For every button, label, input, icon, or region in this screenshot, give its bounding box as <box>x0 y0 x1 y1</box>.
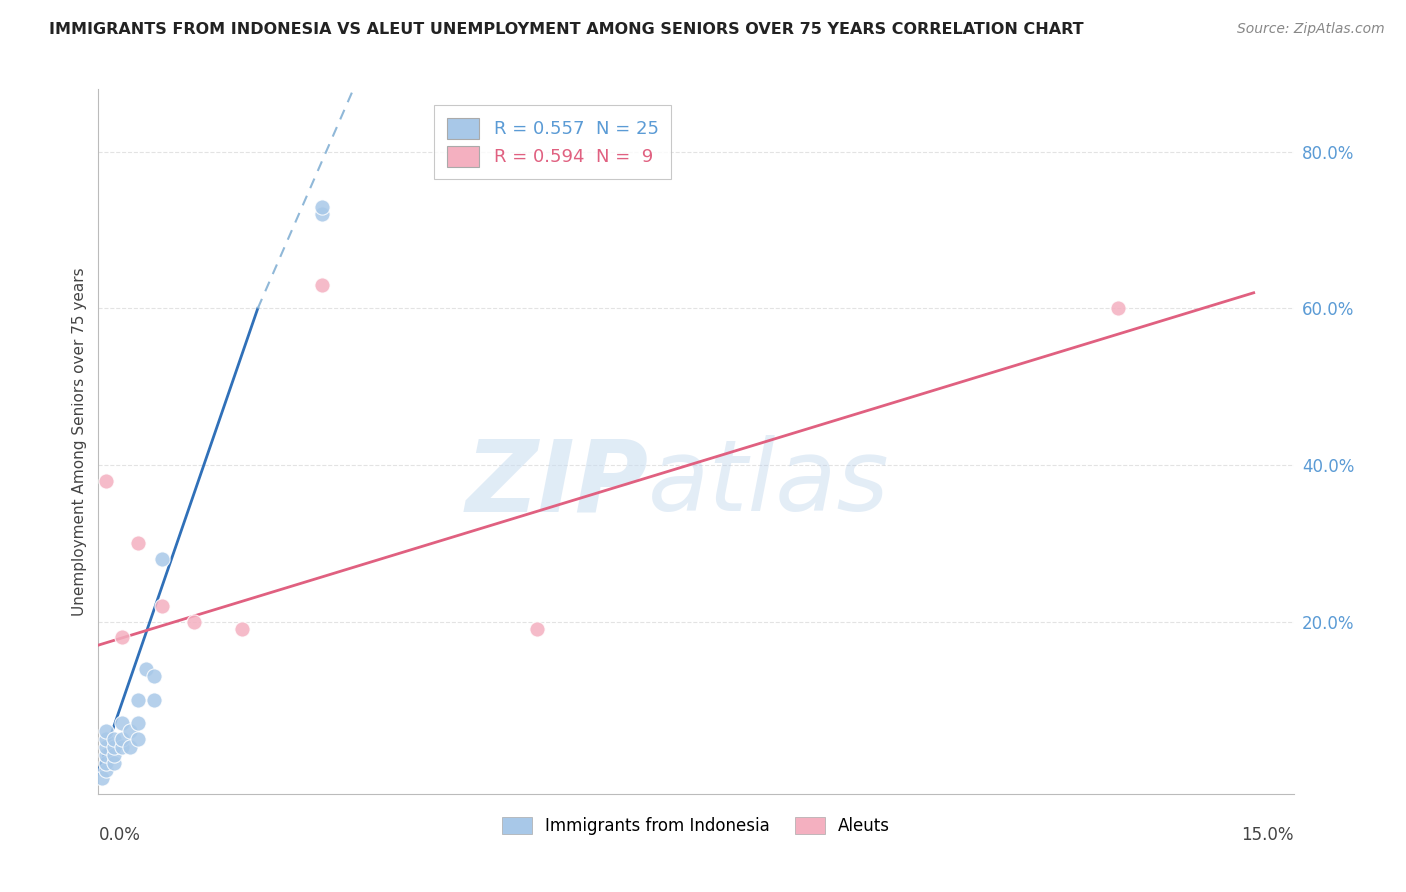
Point <box>127 693 149 707</box>
Point <box>96 764 118 778</box>
Point <box>127 732 149 747</box>
Point <box>150 599 173 613</box>
Point <box>96 756 118 770</box>
Text: Source: ZipAtlas.com: Source: ZipAtlas.com <box>1237 22 1385 37</box>
Point <box>143 669 166 683</box>
Point <box>526 623 548 637</box>
Point <box>103 756 125 770</box>
Point <box>111 716 134 731</box>
Point <box>311 277 333 292</box>
Point <box>96 732 118 747</box>
Point <box>143 693 166 707</box>
Point <box>96 747 118 762</box>
Point <box>183 615 205 629</box>
Point <box>311 200 333 214</box>
Point <box>127 716 149 731</box>
Point <box>111 630 134 644</box>
Point <box>96 724 118 739</box>
Point <box>91 771 114 785</box>
Point <box>231 623 253 637</box>
Point <box>96 739 118 754</box>
Point <box>127 536 149 550</box>
Text: 15.0%: 15.0% <box>1241 826 1294 844</box>
Point <box>150 552 173 566</box>
Point <box>135 662 157 676</box>
Text: ZIP: ZIP <box>465 435 648 533</box>
Point <box>120 724 142 739</box>
Y-axis label: Unemployment Among Seniors over 75 years: Unemployment Among Seniors over 75 years <box>72 268 87 615</box>
Text: atlas: atlas <box>648 435 890 533</box>
Point <box>1107 301 1129 316</box>
Point <box>103 732 125 747</box>
Legend: Immigrants from Indonesia, Aleuts: Immigrants from Indonesia, Aleuts <box>495 811 897 842</box>
Text: IMMIGRANTS FROM INDONESIA VS ALEUT UNEMPLOYMENT AMONG SENIORS OVER 75 YEARS CORR: IMMIGRANTS FROM INDONESIA VS ALEUT UNEMP… <box>49 22 1084 37</box>
Point <box>103 739 125 754</box>
Point <box>96 474 118 488</box>
Text: 0.0%: 0.0% <box>98 826 141 844</box>
Point <box>103 747 125 762</box>
Point <box>120 739 142 754</box>
Point <box>311 207 333 221</box>
Point <box>111 739 134 754</box>
Point <box>111 732 134 747</box>
